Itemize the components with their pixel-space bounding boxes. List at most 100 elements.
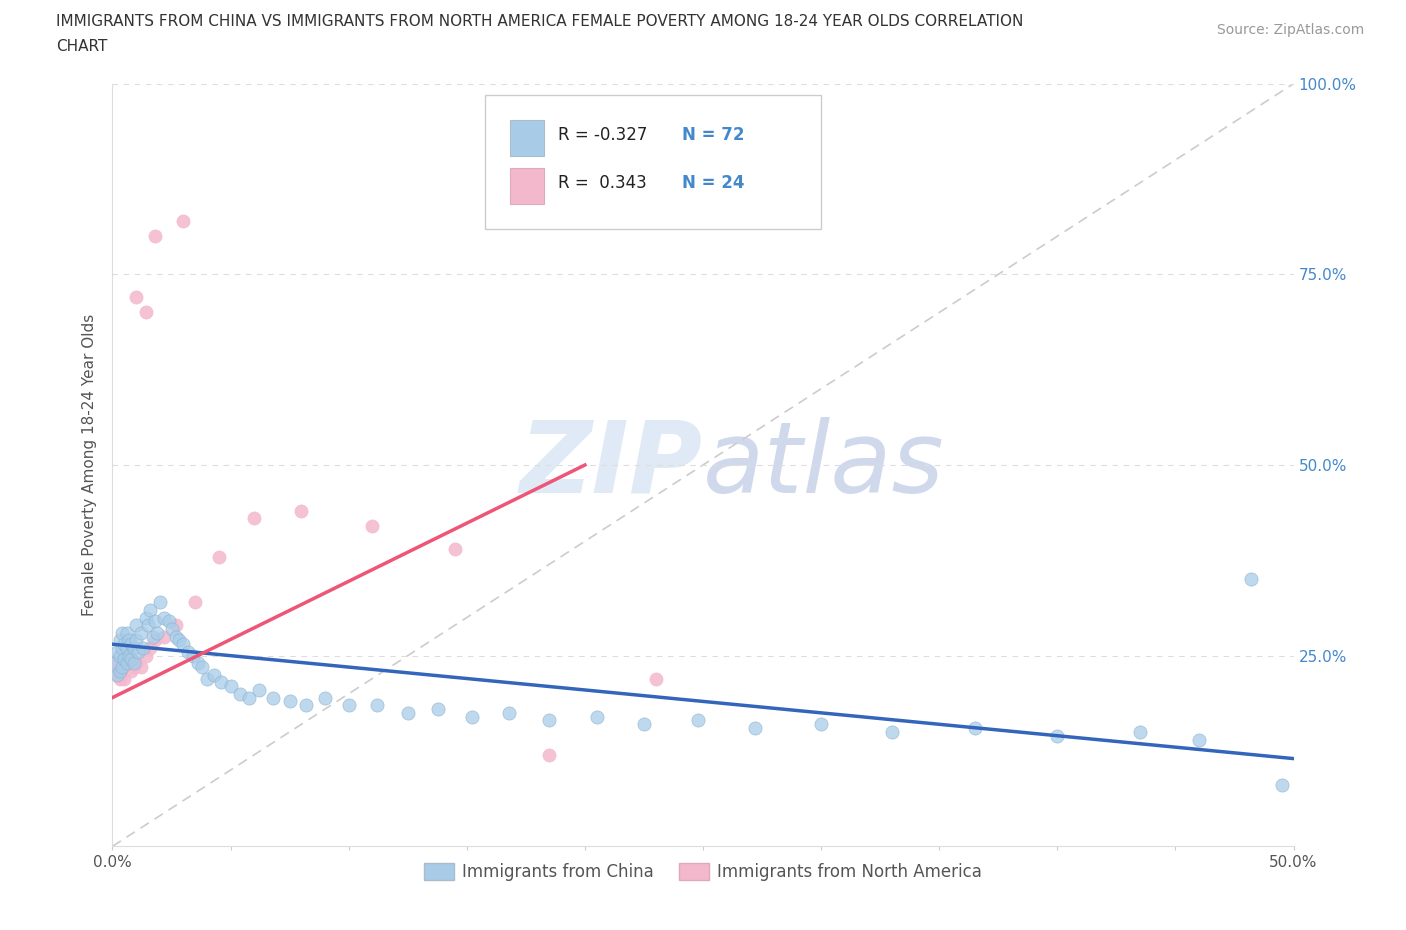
Point <box>111 641 134 656</box>
Point <box>538 748 561 763</box>
Point <box>744 721 766 736</box>
Point <box>219 679 242 694</box>
Point <box>195 671 218 686</box>
Point <box>167 633 190 648</box>
Point <box>209 675 232 690</box>
Text: atlas: atlas <box>703 417 945 513</box>
Text: Source: ZipAtlas.com: Source: ZipAtlas.com <box>1216 23 1364 37</box>
Point <box>125 290 148 305</box>
Point <box>160 621 183 636</box>
Point <box>247 683 270 698</box>
Point <box>142 629 165 644</box>
Text: N = 72: N = 72 <box>682 126 744 144</box>
Point <box>295 698 318 712</box>
Point <box>585 710 607 724</box>
Point <box>810 717 832 732</box>
Point <box>122 656 145 671</box>
Y-axis label: Female Poverty Among 18-24 Year Olds: Female Poverty Among 18-24 Year Olds <box>82 314 97 616</box>
Point <box>115 625 138 640</box>
Text: CHART: CHART <box>56 39 108 54</box>
Legend: Immigrants from China, Immigrants from North America: Immigrants from China, Immigrants from N… <box>418 856 988 887</box>
Point <box>115 656 138 671</box>
Point <box>120 652 142 667</box>
Point <box>366 698 388 712</box>
Point <box>111 659 134 674</box>
Point <box>111 659 134 674</box>
Point <box>105 656 128 671</box>
Point <box>153 610 176 625</box>
Point <box>191 659 214 674</box>
Point <box>139 603 162 618</box>
Point <box>1271 777 1294 792</box>
Point <box>111 625 134 640</box>
Point <box>1046 728 1069 743</box>
Point <box>125 656 148 671</box>
Point <box>112 671 135 686</box>
Point <box>143 614 166 629</box>
Point <box>278 694 301 709</box>
Point <box>104 656 127 671</box>
Point <box>172 214 194 229</box>
Point <box>208 549 231 564</box>
Point <box>963 721 986 736</box>
Point <box>538 713 561 728</box>
Point <box>1188 732 1211 747</box>
Point <box>125 618 148 632</box>
Point <box>146 625 169 640</box>
Point <box>118 648 141 663</box>
Text: R = -0.327: R = -0.327 <box>558 126 647 144</box>
Point <box>1129 724 1152 739</box>
Point <box>644 671 666 686</box>
Point <box>135 610 157 625</box>
Point <box>105 644 128 659</box>
Point <box>165 618 187 632</box>
Point <box>172 637 194 652</box>
Point <box>633 717 655 732</box>
Point <box>314 690 336 705</box>
Point <box>120 663 142 678</box>
Point <box>112 652 135 667</box>
Point <box>127 644 149 659</box>
Point <box>880 724 903 739</box>
FancyBboxPatch shape <box>510 120 544 155</box>
Text: IMMIGRANTS FROM CHINA VS IMMIGRANTS FROM NORTH AMERICA FEMALE POVERTY AMONG 18-2: IMMIGRANTS FROM CHINA VS IMMIGRANTS FROM… <box>56 14 1024 29</box>
Text: N = 24: N = 24 <box>682 174 744 192</box>
Point <box>129 659 152 674</box>
Point <box>122 659 145 674</box>
Point <box>181 648 204 663</box>
Point <box>165 629 187 644</box>
Point <box>118 648 141 663</box>
Point <box>337 698 360 712</box>
Point <box>184 595 207 610</box>
Point <box>290 503 312 518</box>
Point <box>108 648 131 663</box>
Point <box>460 710 482 724</box>
Point <box>243 511 266 525</box>
Point <box>112 637 135 652</box>
Point <box>108 633 131 648</box>
Text: ZIP: ZIP <box>520 417 703 513</box>
FancyBboxPatch shape <box>485 95 821 229</box>
Point <box>135 305 157 320</box>
Point <box>361 519 384 534</box>
Point <box>262 690 284 705</box>
Point <box>105 668 128 683</box>
Point <box>135 648 157 663</box>
Point <box>238 690 260 705</box>
Point <box>149 595 172 610</box>
Point <box>122 641 145 656</box>
Point <box>153 629 176 644</box>
Text: R =  0.343: R = 0.343 <box>558 174 647 192</box>
Point <box>118 633 141 648</box>
Point <box>132 641 155 656</box>
Point <box>396 705 419 720</box>
Point <box>125 633 148 648</box>
Point <box>1240 572 1263 587</box>
Point <box>186 656 208 671</box>
Point <box>115 656 138 671</box>
Point <box>229 686 252 701</box>
Point <box>136 618 159 632</box>
Point <box>498 705 520 720</box>
Point <box>143 229 166 244</box>
Point <box>202 668 225 683</box>
